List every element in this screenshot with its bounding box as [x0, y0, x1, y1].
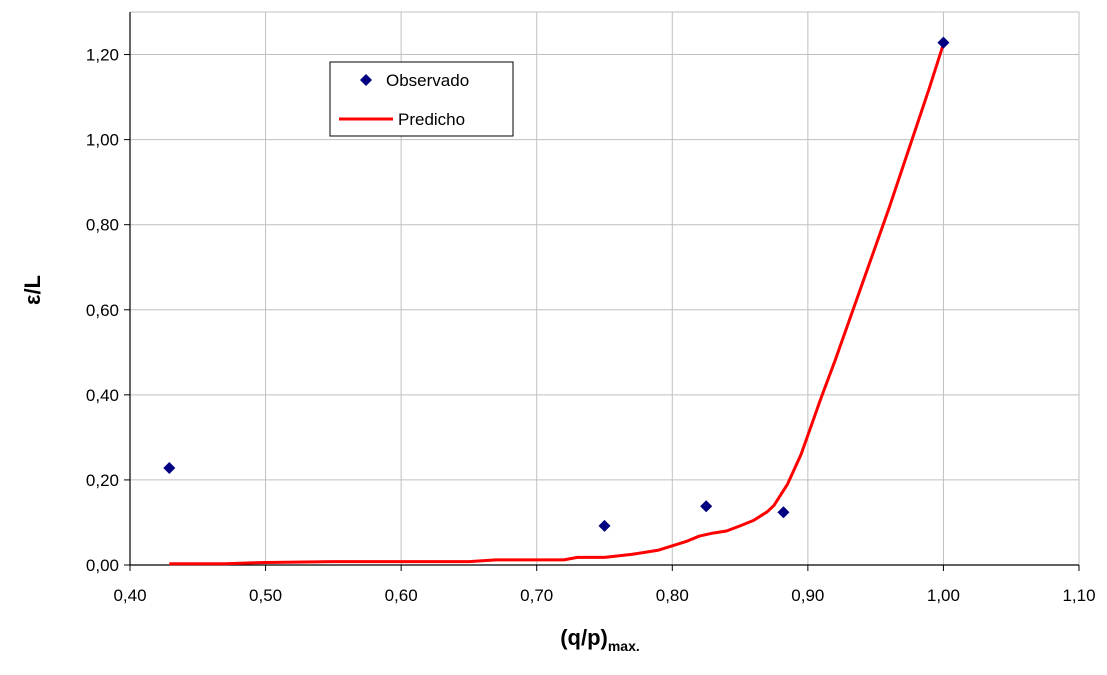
x-tick-label: 0,60 — [385, 586, 418, 605]
data-point-observado — [937, 36, 950, 49]
x-tick-label: 1,00 — [927, 586, 960, 605]
legend-box — [329, 61, 514, 137]
legend-observado-label: Observado — [386, 71, 469, 90]
x-tick-label: 0,40 — [113, 586, 146, 605]
x-tick-label: 1,10 — [1062, 586, 1095, 605]
y-tick-label: 0,00 — [86, 556, 119, 575]
y-tick-label: 0,20 — [86, 471, 119, 490]
y-tick-label: 1,00 — [86, 131, 119, 150]
x-tick-label: 0,80 — [656, 586, 689, 605]
data-point-observado — [777, 506, 790, 519]
x-axis-title: (q/p)max. — [560, 625, 640, 654]
y-tick-label: 0,40 — [86, 386, 119, 405]
x-tick-label: 0,50 — [249, 586, 282, 605]
grid-layer — [130, 11, 1080, 565]
series-line-predicho — [169, 43, 945, 566]
x-tick-label: 0,90 — [791, 586, 824, 605]
labels-layer: 0,40 0,50 0,60 0,70 0,80 0,90 1,00 1,10 0,00 0,20… — [86, 46, 1096, 605]
y-tick-label: 1,20 — [86, 46, 119, 65]
y-tick-label: 0,80 — [86, 216, 119, 235]
legend: Observado Predicho — [329, 61, 514, 137]
data-point-observado — [163, 462, 176, 475]
data-point-observado — [598, 519, 611, 532]
y-tick-label: 0,60 — [86, 301, 119, 320]
x-tick-label: 0,70 — [520, 586, 553, 605]
x-axis-title-main: (q/p) — [560, 625, 608, 650]
legend-observado-marker — [360, 74, 372, 86]
x-axis-title-subscript: max. — [608, 638, 640, 654]
series-layer — [163, 36, 950, 566]
y-axis-title: ε/L — [20, 275, 45, 305]
legend-predicho-label: Predicho — [398, 110, 465, 129]
data-point-observado — [700, 500, 713, 513]
axes-layer — [124, 12, 1080, 571]
